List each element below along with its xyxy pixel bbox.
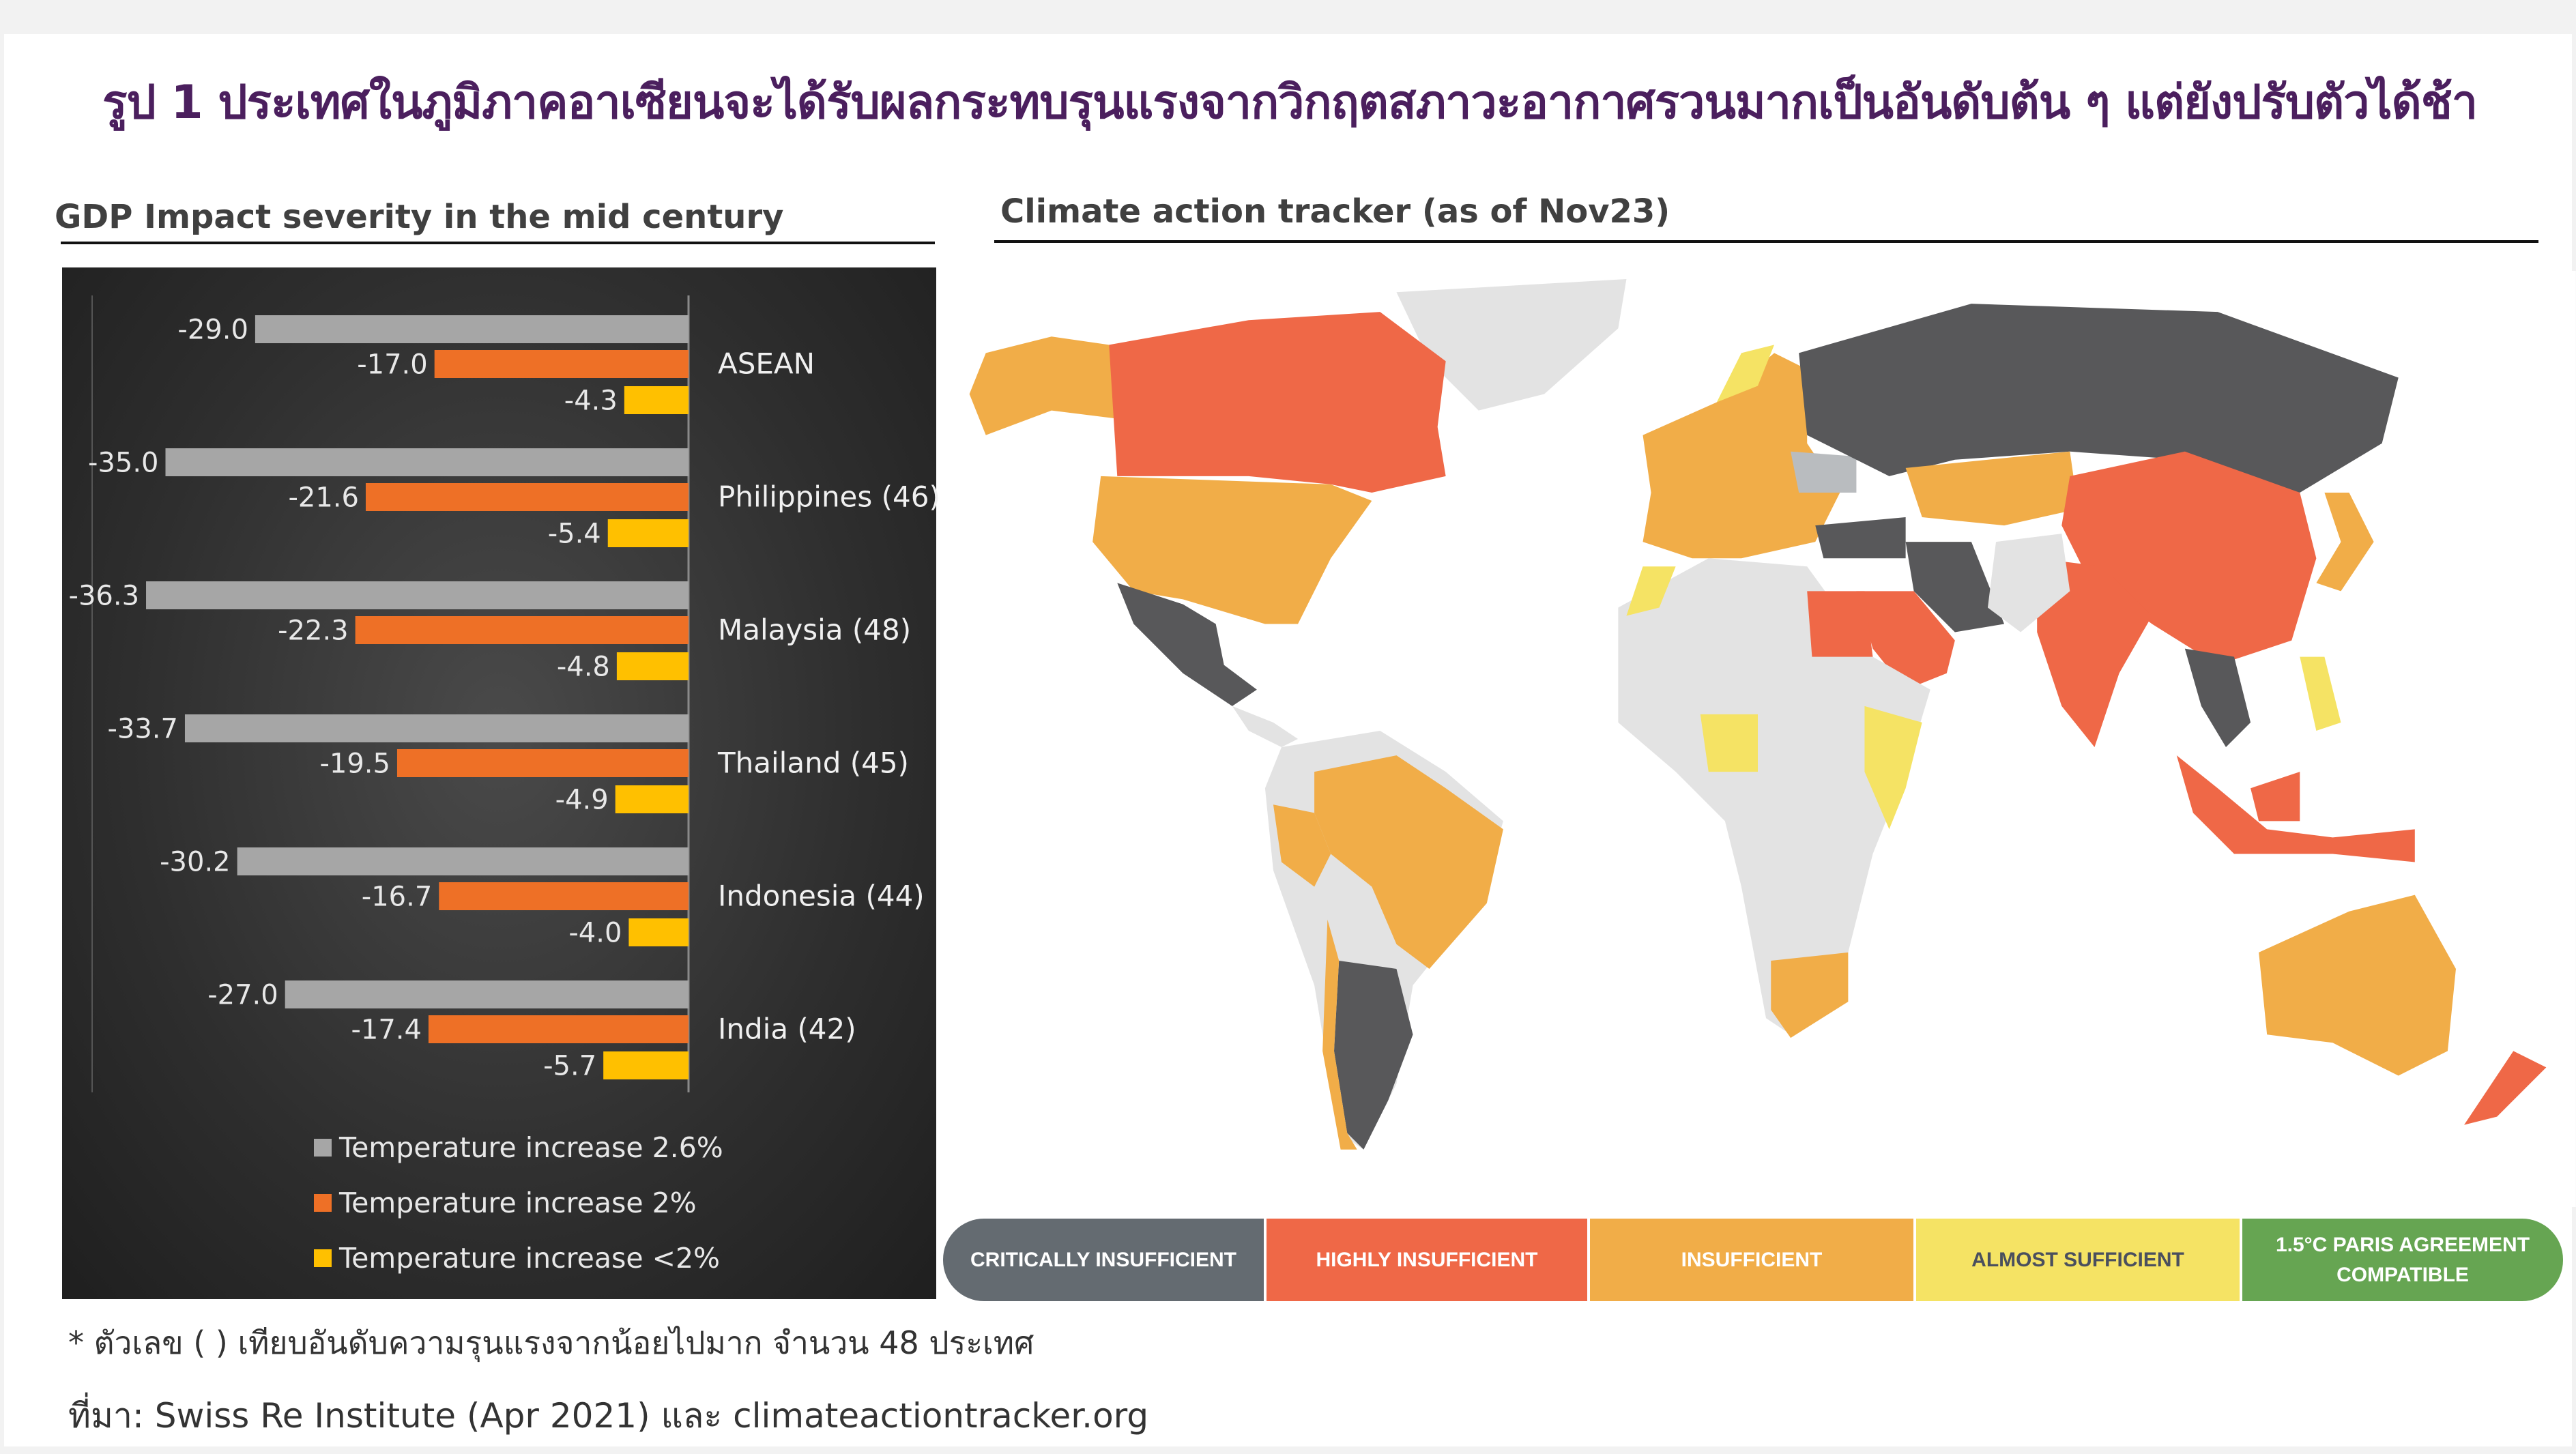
legend-swatch xyxy=(314,1139,332,1157)
footnote: * ตัวเลข ( ) เทียบอันดับความรุนแรงจากน้อ… xyxy=(68,1324,1034,1361)
data-label: -27.0 xyxy=(207,980,278,1011)
map-canada xyxy=(1109,312,1446,493)
map-turkey xyxy=(1815,517,1906,559)
map-africa xyxy=(1618,558,1930,1035)
map-morocco xyxy=(1626,566,1676,616)
bar xyxy=(434,350,689,378)
legend-paris-compatible: 1.5°C PARIS AGREEMENT COMPATIBLE xyxy=(2242,1219,2563,1301)
category-label: Malaysia (48) xyxy=(718,613,911,647)
map-greenland xyxy=(1396,279,1627,411)
data-label: -4.8 xyxy=(557,652,610,683)
category-label: Indonesia (44) xyxy=(718,879,925,913)
bar xyxy=(439,882,689,910)
category-label: Philippines (46) xyxy=(718,480,940,514)
data-label: -5.7 xyxy=(543,1051,596,1082)
data-label: -16.7 xyxy=(362,882,433,913)
map-kenya xyxy=(1864,706,1922,830)
map-se-asia xyxy=(2184,648,2251,748)
world-map xyxy=(940,271,2576,1207)
map-usa xyxy=(1092,476,1372,624)
page-title: รูป 1 ประเทศในภูมิภาคอาเซียนจะได้รับผลกร… xyxy=(102,76,2478,130)
bar xyxy=(396,749,689,777)
divider xyxy=(994,240,2538,243)
bar xyxy=(428,1015,689,1043)
legend-swatch xyxy=(314,1249,332,1267)
data-label: -21.6 xyxy=(288,482,359,514)
data-label: -17.4 xyxy=(351,1015,422,1046)
map-chile xyxy=(1322,919,1357,1150)
map-brazil xyxy=(1314,755,1503,969)
bar xyxy=(146,581,689,609)
map-india xyxy=(2037,558,2152,748)
bar xyxy=(237,847,689,875)
legend-insufficient: INSUFFICIENT xyxy=(1590,1219,1913,1301)
bar xyxy=(285,980,689,1008)
bar xyxy=(628,918,689,946)
bar xyxy=(355,616,689,644)
chart-panel xyxy=(62,267,936,1299)
map-australia xyxy=(2259,895,2456,1076)
category-label: India (42) xyxy=(718,1013,856,1046)
map-heading: Climate action tracker (as of Nov23) xyxy=(1000,192,1670,231)
source-note: ที่มา: Swiss Re Institute (Apr 2021) และ… xyxy=(68,1396,1149,1436)
map-china xyxy=(2061,451,2317,665)
category-label: ASEAN xyxy=(718,347,815,381)
map-russia xyxy=(1799,304,2399,493)
map-japan xyxy=(2316,492,2374,592)
data-label: -4.9 xyxy=(555,785,609,816)
bar xyxy=(624,386,689,414)
map-europe xyxy=(1642,353,1840,559)
data-label: -29.0 xyxy=(177,315,248,346)
legend-highly-insufficient: HIGHLY INSUFFICIENT xyxy=(1267,1219,1587,1301)
legend-label: Temperature increase 2.6% xyxy=(338,1131,723,1164)
bar xyxy=(603,1051,689,1079)
map-nigeria xyxy=(1700,714,1758,772)
map-south-africa xyxy=(1771,952,1849,1038)
data-label: -36.3 xyxy=(69,581,140,612)
data-label: -30.2 xyxy=(160,847,231,878)
data-label: -35.0 xyxy=(88,448,159,479)
map-ukraine xyxy=(1791,451,1857,493)
data-label: -19.5 xyxy=(319,748,390,780)
bar xyxy=(184,714,689,742)
data-label: -17.0 xyxy=(357,349,428,381)
map-kazakhstan xyxy=(1905,451,2079,526)
bar xyxy=(365,483,689,511)
map-alaska xyxy=(969,336,1118,435)
map-egypt xyxy=(1807,591,1873,657)
bar xyxy=(255,315,689,343)
bar xyxy=(165,448,689,476)
bar xyxy=(615,785,689,813)
chart-heading: GDP Impact severity in the mid century xyxy=(55,198,784,236)
data-label: -4.0 xyxy=(568,918,622,949)
legend-label: Temperature increase <2% xyxy=(338,1242,720,1275)
map-philippines xyxy=(2300,656,2341,731)
data-label: -22.3 xyxy=(278,615,349,647)
bar xyxy=(607,519,689,547)
bar xyxy=(616,652,689,680)
data-label: -33.7 xyxy=(107,714,178,745)
legend-label: Temperature increase 2% xyxy=(338,1187,697,1219)
data-label: -4.3 xyxy=(564,386,618,417)
map-indonesia xyxy=(2176,755,2415,862)
divider xyxy=(61,242,935,244)
data-label: -5.4 xyxy=(548,519,601,550)
map-new-zealand xyxy=(2464,1051,2547,1125)
map-peru xyxy=(1273,804,1331,887)
map-argentina xyxy=(1333,960,1413,1150)
map-mexico xyxy=(1117,583,1257,706)
map-saudi xyxy=(1856,591,1955,690)
map-iran xyxy=(1905,542,2005,633)
legend-critically-insufficient: CRITICALLY INSUFFICIENT xyxy=(943,1219,1264,1301)
legend-almost-sufficient: ALMOST SUFFICIENT xyxy=(1916,1219,2240,1301)
map-norway xyxy=(1716,345,1775,403)
legend-swatch xyxy=(314,1194,332,1212)
category-label: Thailand (45) xyxy=(717,746,909,780)
